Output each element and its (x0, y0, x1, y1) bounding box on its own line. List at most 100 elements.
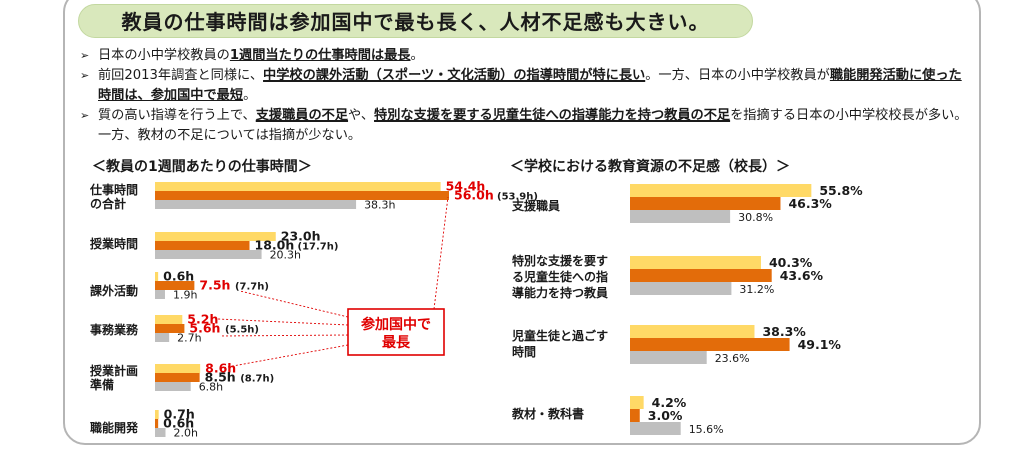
data-label: 1.9h (173, 289, 197, 302)
callout-connector (219, 334, 349, 337)
junior-high-bar (630, 338, 790, 351)
average-bar (630, 422, 681, 435)
average-bar (630, 282, 732, 295)
data-label: 30.8% (738, 211, 773, 224)
bullet-item: ➢ 質の高い指導を行う上で、支援職員の不足や、特別な支援を要する児童生徒への指導… (78, 106, 973, 146)
category-label: 特別な支援を要す (512, 253, 608, 268)
bullet-text: 前回2013年調査と同様に、 (98, 68, 264, 83)
bullet-text: 日本の小中学校教員の (98, 48, 230, 63)
category-label: 支援職員 (511, 198, 560, 213)
data-label: 23.0h (281, 229, 321, 244)
bullet-highlight: 支援職員の不足 (255, 108, 349, 123)
junior-high-bar (630, 269, 772, 282)
data-label: 46.3% (788, 196, 832, 211)
previous-value-label: (7.7h) (235, 282, 269, 293)
category-label: 授業時間 (90, 236, 138, 251)
bullet-text: 。 (243, 88, 257, 103)
elementary-bar (630, 396, 644, 409)
data-label: 49.1% (798, 337, 842, 352)
bullet-item: ➢ 日本の小中学校教員の1週間当たりの仕事時間は最長。 (78, 46, 973, 66)
elementary-bar (155, 272, 159, 281)
previous-value-label: (53.9h) (497, 192, 538, 203)
summary-bullets: ➢ 日本の小中学校教員の1週間当たりの仕事時間は最長。 ➢ 前回2013年調査と… (78, 46, 973, 146)
bullet-highlight: 中学校の課外活動（スポーツ・文化活動）の指導時間が特に長い (263, 68, 646, 83)
data-label: 15.6% (689, 423, 724, 436)
previous-value-label: (8.7h) (240, 374, 274, 385)
data-label: 0.6h (163, 416, 194, 431)
elementary-bar (155, 410, 159, 419)
category-label: 導能力を持つ教員 (512, 285, 608, 300)
average-bar (630, 210, 731, 223)
bullet-highlight: 1週間当たりの仕事時間は最長 (229, 48, 411, 63)
callout-connector (217, 318, 349, 326)
data-label: 8.5h (205, 370, 236, 385)
average-bar (155, 382, 191, 391)
junior-high-bar (155, 419, 159, 428)
data-label: 23.6% (715, 352, 750, 365)
data-label: 5.2h (187, 312, 218, 327)
data-label: 38.3h (364, 199, 395, 212)
average-bar (155, 290, 165, 299)
data-label: 0.6h (163, 269, 194, 284)
data-label: 43.6% (780, 268, 824, 283)
previous-value-label: (17.7h) (298, 242, 339, 253)
elementary-bar (155, 182, 441, 191)
bullet-text: 。 (410, 48, 424, 63)
category-label: 課外活動 (90, 283, 138, 298)
category-label: 時間 (512, 344, 536, 359)
callout-box (347, 308, 445, 356)
category-label: 職能開発 (90, 420, 139, 435)
bullet-arrow-icon: ➢ (80, 69, 90, 82)
junior-high-bar (155, 281, 195, 290)
junior-high-bar (155, 191, 449, 200)
data-label: 31.2% (739, 283, 774, 296)
data-label: 20.3h (270, 249, 301, 262)
callout-text: 最長 (382, 334, 411, 351)
elementary-bar (630, 325, 755, 338)
bullet-text: 。一方、日本の小中学校教員が (645, 68, 830, 83)
callout-connector (433, 196, 449, 310)
data-label: 55.8% (819, 183, 863, 198)
elementary-bar (630, 184, 812, 197)
data-label: 6.8h (199, 381, 223, 394)
category-label: 準備 (90, 377, 114, 392)
bullet-text: 質の高い指導を行う上で、 (98, 108, 256, 123)
data-label: 54.4h (446, 179, 486, 194)
junior-high-bar (155, 373, 200, 382)
average-bar (155, 333, 170, 342)
category-label: る児童生徒への指 (512, 269, 608, 284)
junior-high-bar (630, 197, 781, 210)
callout-text: 参加国中で (361, 316, 431, 333)
data-label: 0.7h (164, 407, 195, 422)
data-label: 5.6h (189, 321, 220, 336)
data-label: 4.2% (652, 395, 687, 410)
average-bar (155, 250, 262, 259)
bullet-arrow-icon: ➢ (80, 109, 90, 122)
data-label: 3.0% (648, 408, 683, 423)
bullet-highlight: 職能開発活動に使った時間は、参加国中で最短 (98, 68, 962, 103)
junior-high-bar (630, 409, 640, 422)
page-title: 教員の仕事時間は参加国中で最も長く、人材不足感も大きい。 (121, 10, 710, 34)
category-label: の合計 (90, 196, 126, 211)
bullet-text: や、 (348, 108, 375, 123)
bullet-highlight: 特別な支援を要する児童生徒への指導能力を持つ教員の不足 (374, 108, 731, 123)
data-label: 7.5h (199, 278, 230, 293)
data-label: 40.3% (769, 255, 813, 270)
junior-high-bar (155, 241, 250, 250)
left-chart-title: ＜教員の1週間あたりの仕事時間＞ (92, 159, 312, 175)
title-banner: 教員の仕事時間は参加国中で最も長く、人材不足感も大きい。 (78, 4, 753, 38)
average-bar (630, 351, 707, 364)
category-label: 児童生徒と過ごす (511, 328, 608, 343)
data-label: 8.6h (205, 361, 236, 376)
average-bar (155, 200, 357, 209)
elementary-bar (630, 256, 761, 269)
bullet-arrow-icon: ➢ (80, 49, 90, 62)
right-chart-title: ＜学校における教育資源の不足感（校長）＞ (510, 159, 790, 175)
data-label: 56.0h (454, 188, 494, 203)
junior-high-bar (155, 324, 185, 333)
elementary-bar (155, 232, 276, 241)
elementary-bar (155, 315, 183, 324)
average-bar (155, 428, 166, 437)
elementary-bar (155, 364, 201, 373)
